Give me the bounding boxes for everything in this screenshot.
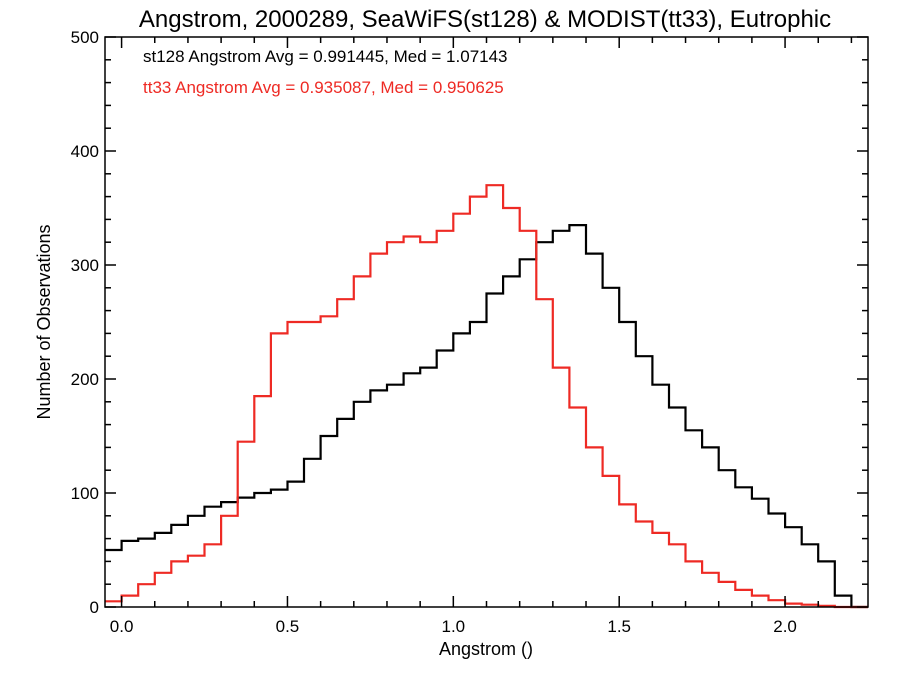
axis-ticks: 0.0 0.5 1.0 1.5 2.0 0 100 200 300 400 500 <box>71 28 868 636</box>
series-line-tt33 <box>105 184 868 609</box>
series-layer <box>105 184 868 609</box>
x-axis-label: Angstrom () <box>439 639 533 659</box>
y-tick-label: 300 <box>71 256 99 275</box>
y-tick-label: 100 <box>71 484 99 503</box>
x-tick-label: 1.5 <box>607 617 631 636</box>
series-line-st128 <box>105 224 868 609</box>
y-tick-label: 0 <box>90 598 99 617</box>
y-tick-label: 500 <box>71 28 99 47</box>
legend-entry-st128: st128 Angstrom Avg = 0.991445, Med = 1.0… <box>143 47 508 66</box>
legend-entry-tt33: tt33 Angstrom Avg = 0.935087, Med = 0.95… <box>143 78 504 97</box>
x-tick-label: 0.0 <box>110 617 134 636</box>
chart-title: Angstrom, 2000289, SeaWiFS(st128) & MODI… <box>139 6 831 33</box>
x-tick-label: 2.0 <box>773 617 797 636</box>
y-tick-label: 400 <box>71 142 99 161</box>
y-tick-label: 200 <box>71 370 99 389</box>
x-tick-label: 1.0 <box>442 617 466 636</box>
y-axis-label: Number of Observations <box>34 224 54 419</box>
x-tick-label: 0.5 <box>276 617 300 636</box>
